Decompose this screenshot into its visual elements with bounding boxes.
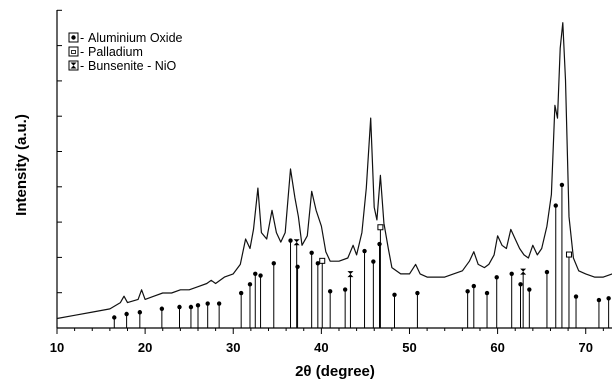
- aluminium-oxide-marker: [518, 282, 523, 287]
- aluminium-oxide-marker: [253, 271, 258, 276]
- aluminium-oxide-marker: [494, 275, 499, 280]
- legend-dash: -: [80, 31, 84, 45]
- legend-item-aluminium-oxide: - Aluminium Oxide: [68, 31, 183, 45]
- plot-frame: [56, 10, 612, 329]
- aluminium-oxide-marker: [315, 261, 321, 266]
- square-marker-inner-icon: [71, 50, 76, 54]
- aluminium-oxide-marker: [137, 310, 143, 315]
- legend-item-bunsenite: - Bunsenite - NiO: [68, 59, 177, 73]
- x-tick-label: 30: [226, 340, 240, 355]
- reference-peaks: [112, 182, 611, 328]
- x-tick-labels: 10 20 30 40 50 60 70: [50, 340, 593, 355]
- aluminium-oxide-marker: [559, 182, 565, 188]
- series-line: [56, 22, 612, 320]
- palladium-marker: [377, 224, 384, 231]
- aluminium-oxide-marker: [392, 292, 397, 297]
- aluminium-oxide-marker: [247, 282, 253, 287]
- aluminium-oxide-marker: [471, 283, 477, 289]
- aluminium-oxide-marker: [415, 290, 420, 296]
- aluminium-oxide-marker: [258, 273, 263, 278]
- bunsenite-marker: [347, 271, 354, 278]
- aluminium-oxide-marker: [216, 301, 222, 306]
- aluminium-oxide-marker: [342, 287, 348, 292]
- legend-label-palladium: Palladium: [88, 45, 143, 59]
- aluminium-oxide-marker: [195, 303, 201, 308]
- aluminium-oxide-marker: [544, 269, 550, 275]
- aluminium-oxide-marker: [205, 301, 210, 306]
- x-tick-label: 60: [490, 340, 504, 355]
- bunsenite-marker: [293, 239, 300, 246]
- aluminium-oxide-marker: [327, 289, 333, 294]
- aluminium-oxide-marker: [271, 261, 276, 266]
- square-marker-icon: [68, 46, 79, 57]
- aluminium-oxide-marker: [553, 203, 558, 208]
- x-tick-label: 70: [578, 340, 592, 355]
- legend-item-palladium: - Palladium: [68, 45, 143, 59]
- aluminium-oxide-marker: [484, 290, 490, 296]
- legend-dash: -: [80, 59, 84, 73]
- hourglass-marker-inner-icon: [70, 62, 77, 69]
- x-tick-label: 10: [50, 340, 64, 355]
- aluminium-oxide-marker: [606, 296, 611, 301]
- x-ticks: [56, 328, 604, 334]
- aluminium-oxide-marker: [295, 264, 300, 269]
- dot-marker-dot-icon: [71, 35, 76, 40]
- aluminium-oxide-marker: [465, 289, 470, 294]
- aluminium-oxide-marker: [188, 304, 194, 310]
- legend-label-bunsenite: Bunsenite - NiO: [88, 59, 177, 73]
- legend-label-aluminium-oxide: Aluminium Oxide: [88, 31, 183, 45]
- aluminium-oxide-marker: [371, 259, 376, 264]
- aluminium-oxide-marker: [177, 304, 182, 310]
- aluminium-oxide-marker: [527, 287, 532, 292]
- x-tick-label: 50: [402, 340, 416, 355]
- aluminium-oxide-marker: [596, 297, 602, 303]
- y-ticks: [57, 9, 62, 294]
- x-tick-label: 20: [138, 340, 152, 355]
- y-axis-title: Intensity (a.u.): [13, 114, 30, 216]
- aluminium-oxide-marker: [159, 306, 165, 311]
- aluminium-oxide-marker: [573, 294, 579, 299]
- aluminium-oxide-marker: [509, 271, 514, 276]
- aluminium-oxide-marker: [362, 248, 367, 254]
- legend-dash: -: [80, 45, 84, 59]
- aluminium-oxide-marker: [377, 241, 382, 247]
- aluminium-oxide-marker: [288, 238, 293, 243]
- x-tick-label: 40: [314, 340, 328, 355]
- aluminium-oxide-marker: [238, 290, 244, 296]
- palladium-marker: [565, 251, 572, 258]
- aluminium-oxide-marker: [124, 311, 129, 317]
- aluminium-oxide-marker: [309, 250, 314, 255]
- legend: - Aluminium Oxide - Palladium - Bunsenit…: [68, 31, 183, 73]
- aluminium-oxide-marker: [112, 315, 117, 320]
- x-axis-title: 2θ (degree): [295, 363, 375, 380]
- bunsenite-marker: [520, 268, 527, 275]
- palladium-marker: [319, 257, 326, 264]
